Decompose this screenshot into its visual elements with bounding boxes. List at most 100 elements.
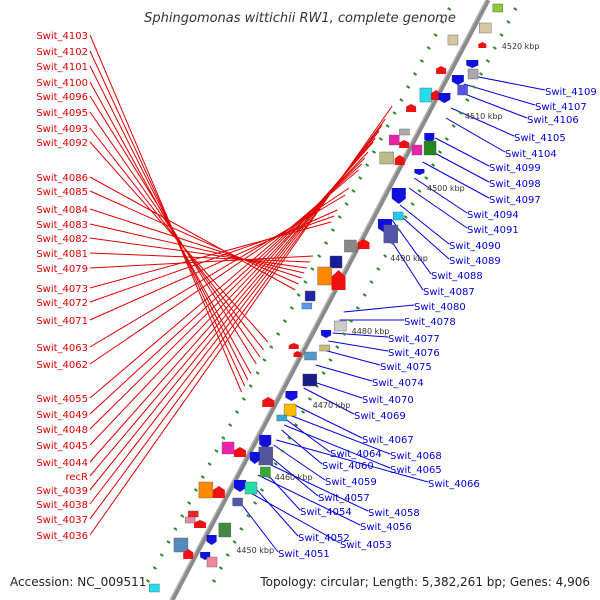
tick-mark xyxy=(310,267,315,271)
gene-arrow-reverse xyxy=(259,435,272,449)
gene-label-left: Swit_4084 xyxy=(36,205,88,216)
gene-arrow-forward xyxy=(233,447,246,457)
gene-arrow-reverse xyxy=(424,133,435,143)
tick-mark xyxy=(294,423,299,427)
gene-label-right: Swit_4067 xyxy=(362,435,414,446)
tick-mark xyxy=(378,137,383,141)
gene-label-left: Swit_4036 xyxy=(36,531,88,542)
connector-line xyxy=(89,208,302,279)
gene-arrow-forward xyxy=(288,343,299,349)
gene-label-left: Swit_4096 xyxy=(36,92,88,103)
gene-label-left: Swit_4100 xyxy=(36,78,88,89)
kbp-label: 4490 kbp xyxy=(390,254,428,263)
tick-mark xyxy=(440,20,445,24)
gene-label-left: Swit_4063 xyxy=(36,343,88,354)
gene-block xyxy=(188,510,199,518)
tick-mark xyxy=(253,501,258,505)
right-strand-labels: Swit_4109 Swit_4107 Swit_4106 Swit_4105 Swit… xyxy=(278,87,597,560)
gene-label-left: Swit_4044 xyxy=(36,458,88,469)
tick-mark xyxy=(248,384,253,388)
gene-arrow-reverse xyxy=(321,330,332,338)
gene-label-left: Swit_4082 xyxy=(36,234,88,245)
gene-label-left: Swit_4073 xyxy=(36,284,88,295)
connector-line xyxy=(396,211,450,260)
connector-line xyxy=(89,237,307,269)
tick-mark xyxy=(385,124,390,128)
connector-line xyxy=(89,34,243,393)
gene-arrow-reverse xyxy=(206,535,217,545)
gene-arrow-forward xyxy=(212,486,225,498)
tick-mark xyxy=(159,553,164,557)
gene-label-right: Swit_4098 xyxy=(489,179,541,190)
tick-mark xyxy=(225,553,230,557)
connector-line xyxy=(89,95,257,365)
gene-block xyxy=(317,266,332,286)
gene-label-right: Swit_4057 xyxy=(318,493,370,504)
tick-mark xyxy=(328,358,333,362)
tick-mark xyxy=(406,85,411,89)
gene-label-right: Swit_4091 xyxy=(467,225,519,236)
gene-arrow-forward xyxy=(194,520,207,528)
accession-text: Accession: NC_009511 xyxy=(10,575,146,589)
gene-label-right: Swit_4053 xyxy=(340,540,392,551)
gene-block xyxy=(393,211,404,221)
connector-line xyxy=(89,190,299,285)
tick-mark xyxy=(433,33,438,37)
tick-mark xyxy=(200,475,205,479)
gene-label-right: Swit_4094 xyxy=(467,210,519,221)
tick-mark xyxy=(513,7,518,11)
gene-label-right: Swit_4069 xyxy=(354,411,406,422)
gene-label-right: Swit_4090 xyxy=(449,241,501,252)
gene-arrow-reverse xyxy=(466,60,479,68)
gene-block xyxy=(467,68,479,80)
gene-block xyxy=(344,239,357,253)
connector-line xyxy=(276,439,429,483)
tick-mark xyxy=(392,111,397,115)
gene-label-left: recR xyxy=(66,472,89,483)
gene-block xyxy=(302,373,318,387)
connector-line xyxy=(399,204,450,245)
gene-label-left: Swit_4037 xyxy=(36,515,88,526)
genome-stats-text: Topology: circular; Length: 5,382,261 bp… xyxy=(259,575,590,589)
kbp-label: 4480 kbp xyxy=(352,327,390,336)
tick-mark xyxy=(412,72,418,76)
tick-mark xyxy=(431,163,436,167)
gene-label-right: Swit_4058 xyxy=(368,508,420,519)
tick-mark xyxy=(342,332,347,336)
gene-block xyxy=(447,34,459,46)
tick-mark xyxy=(307,397,312,401)
connector-line xyxy=(343,304,415,313)
tick-mark xyxy=(365,163,370,167)
gene-label-left: Swit_4071 xyxy=(36,316,88,327)
tick-mark xyxy=(403,215,408,219)
gene-label-right: Swit_4106 xyxy=(527,115,579,126)
gene-label-right: Swit_4056 xyxy=(360,522,412,533)
gene-block xyxy=(283,403,297,417)
connector-line xyxy=(257,474,361,526)
tick-mark xyxy=(303,280,308,284)
label-connector-lines xyxy=(89,34,546,553)
gene-arrow-reverse xyxy=(451,75,464,85)
tick-mark xyxy=(180,514,185,518)
tick-mark xyxy=(369,280,374,284)
gene-label-left: Swit_4085 xyxy=(36,187,88,198)
gene-block xyxy=(419,87,433,103)
gene-block xyxy=(184,516,196,524)
gene-label-right: Swit_4097 xyxy=(489,195,541,206)
tick-mark xyxy=(337,215,342,219)
gene-block xyxy=(389,134,400,146)
gene-block xyxy=(379,151,394,165)
gene-label-right: Swit_4070 xyxy=(362,395,414,406)
gene-label-right: Swit_4080 xyxy=(414,302,466,313)
genome-title: Sphingomonas wittichii RW1, complete gen… xyxy=(144,11,456,26)
tick-mark xyxy=(410,202,415,206)
gene-label-right: Swit_4068 xyxy=(390,451,442,462)
tick-mark xyxy=(145,579,151,583)
connector-line xyxy=(323,349,381,366)
gene-block xyxy=(304,290,316,302)
tick-mark xyxy=(262,358,267,362)
gene-block xyxy=(301,302,313,310)
gene-label-right: Swit_4088 xyxy=(431,271,483,282)
gene-block xyxy=(457,84,468,96)
gene-label-right: Swit_4054 xyxy=(300,507,352,518)
